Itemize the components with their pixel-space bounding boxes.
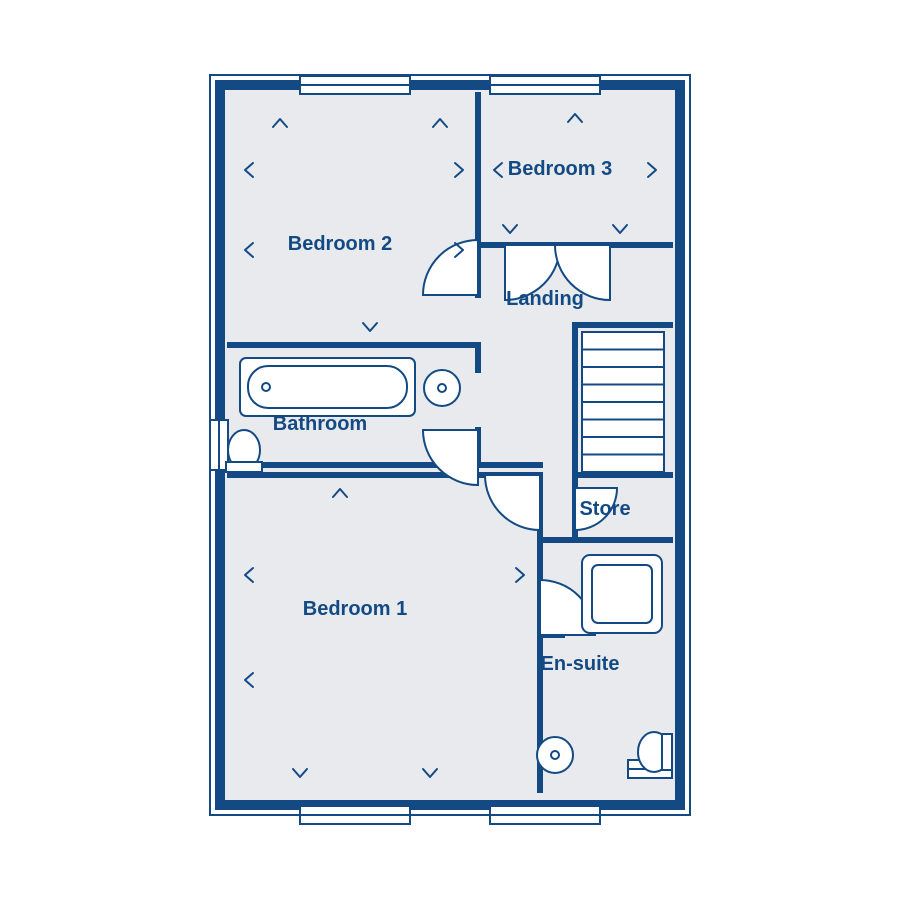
room-label-bathroom: Bathroom xyxy=(273,413,367,435)
room-label-bedroom2: Bedroom 2 xyxy=(288,233,392,255)
basin-icon xyxy=(424,370,460,406)
room-label-bedroom1: Bedroom 1 xyxy=(303,598,407,620)
room-label-landing: Landing xyxy=(506,288,584,310)
basin-icon xyxy=(537,737,573,773)
floor-plan-diagram: Bedroom 2 Bedroom 3 Landing Bathroom Store Be… xyxy=(0,0,900,900)
room-label-ensuite: En-suite xyxy=(541,653,620,675)
room-label-store: Store xyxy=(579,498,630,520)
room-label-bedroom3: Bedroom 3 xyxy=(508,158,612,180)
